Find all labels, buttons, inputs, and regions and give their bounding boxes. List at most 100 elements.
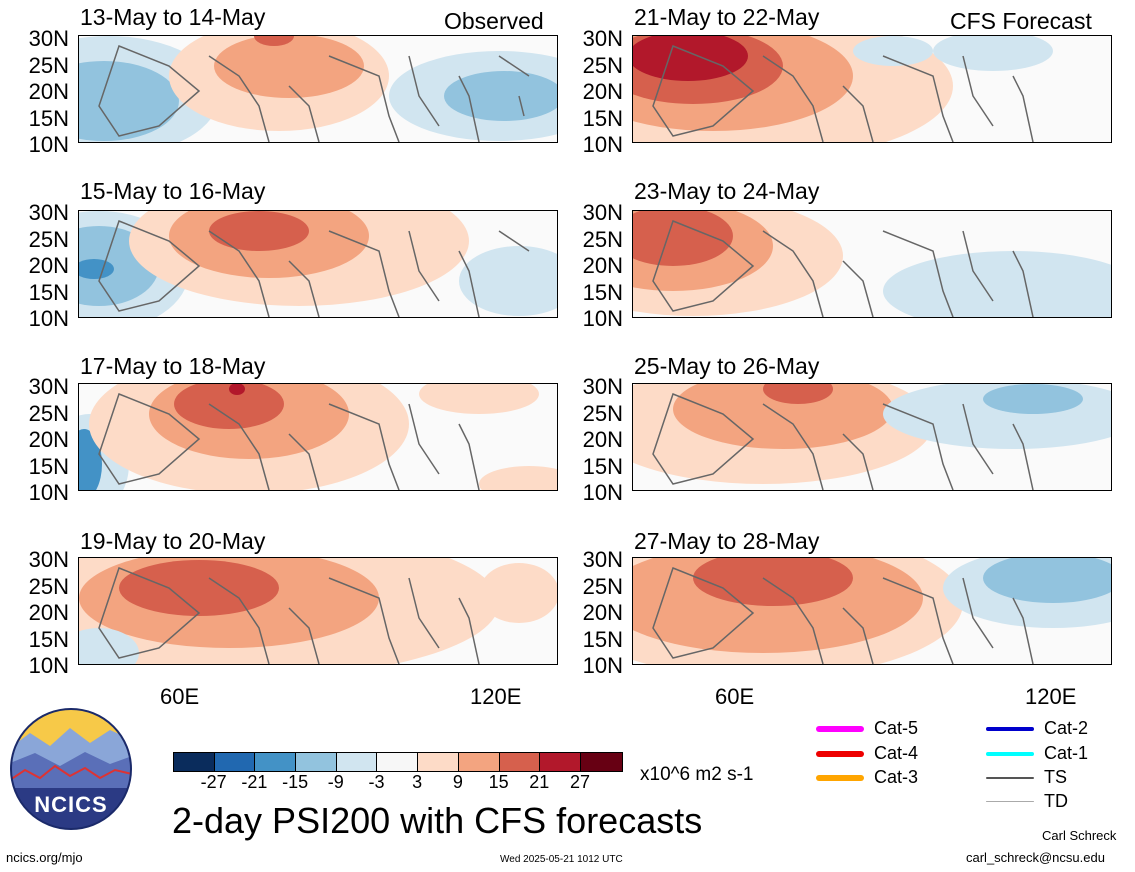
- panel-title: 21-May to 22-May: [634, 4, 820, 30]
- ncics-logo[interactable]: NCICS: [10, 708, 132, 830]
- panel-title: 13-May to 14-May: [80, 4, 266, 30]
- lat-label: 30N: [582, 200, 623, 225]
- lat-label: 10N: [582, 132, 623, 157]
- colorbar-tick-label: 9: [452, 772, 463, 792]
- colorbar-tick-label: -15: [282, 772, 309, 792]
- lat-label: 30N: [28, 26, 69, 51]
- colorbar-swatch: [540, 753, 581, 771]
- lat-label: 15N: [582, 105, 623, 131]
- legend-item: Cat-5: [816, 718, 918, 739]
- observed-label: Observed: [444, 8, 544, 34]
- lat-label: 20N: [28, 79, 69, 104]
- panel-title: 23-May to 24-May: [634, 178, 820, 204]
- lat-label: 20N: [582, 600, 623, 625]
- lon-label-120e: 120E: [470, 684, 522, 709]
- panel-title: 27-May to 28-May: [634, 528, 820, 554]
- psi-map: [632, 35, 1112, 143]
- lat-label: 25N: [28, 573, 69, 599]
- lat-label: 30N: [28, 200, 69, 225]
- main-title: 2-day PSI200 with CFS forecasts: [172, 800, 703, 841]
- legend-label: Cat-1: [1044, 743, 1089, 763]
- legend-item: Cat-2: [986, 718, 1088, 739]
- lon-label-120e: 120E: [1025, 684, 1077, 709]
- lat-label: 15N: [28, 279, 69, 305]
- lat-label: 10N: [582, 653, 623, 678]
- colorbar-tick-label: -21: [241, 772, 268, 792]
- colorbar-tick-label: 27: [569, 772, 591, 792]
- lat-label: 25N: [28, 226, 69, 252]
- legend-line: [986, 801, 1034, 802]
- lat-label: 25N: [582, 400, 623, 426]
- lat-label: 30N: [582, 26, 623, 51]
- lat-label: 10N: [28, 480, 69, 505]
- lat-label: 20N: [582, 79, 623, 104]
- panel-title: 25-May to 26-May: [634, 353, 820, 379]
- lat-label: 15N: [28, 626, 69, 652]
- colorbar-swatch: [174, 753, 215, 771]
- psi-map: [78, 383, 558, 491]
- lat-label: 25N: [582, 226, 623, 252]
- lat-label: 10N: [582, 306, 623, 331]
- colorbar: [173, 752, 623, 772]
- legend-label: Cat-3: [874, 767, 919, 787]
- lat-label: 20N: [28, 253, 69, 278]
- colorbar-swatch: [580, 753, 622, 771]
- logo-text: NCICS: [34, 792, 108, 817]
- colorbar-swatch: [336, 753, 378, 771]
- legend-label: Cat-4: [874, 743, 919, 763]
- colorbar-swatch: [214, 753, 256, 771]
- psi-map: [632, 383, 1112, 491]
- forecast-label: CFS Forecast: [950, 8, 1092, 34]
- legend-label: TD: [1044, 791, 1068, 811]
- psi-map: [78, 210, 558, 318]
- colorbar-units: x10^6 m2 s-1: [640, 764, 754, 785]
- colorbar-swatch: [418, 753, 459, 771]
- author-name: Carl Schreck: [1042, 828, 1117, 843]
- colorbar-swatch: [499, 753, 541, 771]
- colorbar-swatch: [458, 753, 500, 771]
- panel-title: 19-May to 20-May: [80, 528, 266, 554]
- lat-label: 25N: [582, 52, 623, 78]
- author-email[interactable]: carl_schreck@ncsu.edu: [966, 850, 1105, 865]
- footer-link[interactable]: ncics.org/mjo: [6, 850, 83, 865]
- colorbar-tick-label: -3: [368, 772, 385, 792]
- legend-line: [986, 726, 1034, 731]
- lat-label: 15N: [582, 626, 623, 652]
- colorbar-tick-label: -27: [200, 772, 227, 792]
- legend-item: Cat-1: [986, 743, 1088, 764]
- legend-line: [816, 725, 864, 732]
- lat-label: 10N: [28, 653, 69, 678]
- colorbar-tick-label: 21: [529, 772, 550, 792]
- colorbar-tick-label: 3: [412, 772, 423, 792]
- lat-label: 15N: [28, 453, 69, 479]
- psi-map: [78, 557, 558, 665]
- lat-label: 10N: [28, 132, 69, 157]
- legend-item: Cat-4: [816, 743, 918, 764]
- lon-label-60e: 60E: [715, 684, 755, 709]
- lat-label: 10N: [582, 480, 623, 505]
- colorbar-tick-label: -9: [327, 772, 344, 792]
- lat-label: 20N: [28, 600, 69, 625]
- lat-label: 30N: [28, 547, 69, 572]
- legend-line: [986, 751, 1034, 756]
- lat-label: 15N: [582, 453, 623, 479]
- legend-item: TS: [986, 767, 1067, 788]
- legend-line: [986, 776, 1034, 779]
- colorbar-swatch: [255, 753, 297, 771]
- lat-label: 25N: [28, 400, 69, 426]
- legend-label: TS: [1044, 767, 1068, 787]
- lat-label: 15N: [28, 105, 69, 131]
- lat-label: 20N: [28, 427, 69, 452]
- lat-label: 10N: [28, 306, 69, 331]
- lat-label: 30N: [28, 374, 69, 399]
- psi-map: [78, 35, 558, 143]
- psi-map: [632, 210, 1112, 318]
- colorbar-swatch: [377, 753, 419, 771]
- lat-label: 20N: [582, 253, 623, 278]
- lat-label: 25N: [582, 573, 623, 599]
- legend-label: Cat-2: [1044, 718, 1089, 738]
- psi-map: [632, 557, 1112, 665]
- lat-label: 30N: [582, 374, 623, 399]
- colorbar-swatch: [296, 753, 337, 771]
- lat-label: 25N: [28, 52, 69, 78]
